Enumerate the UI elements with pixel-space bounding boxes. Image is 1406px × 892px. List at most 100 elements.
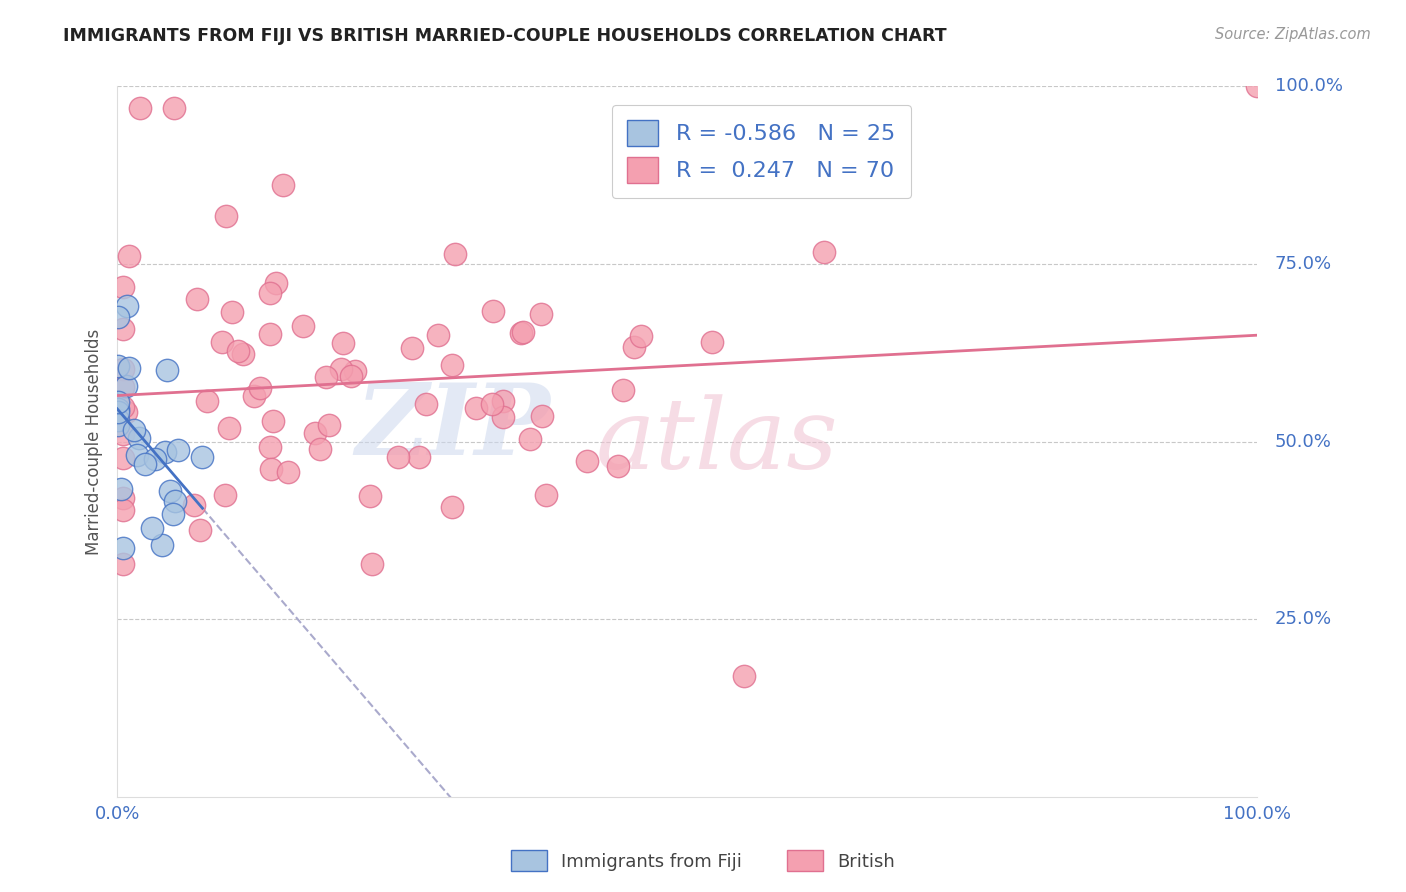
Point (481, 304, 503, 318)
Point (440, 500, 463, 514)
Point (264, 276, 287, 290)
Point (607, 459, 630, 474)
Point (464, 401, 486, 415)
Point (308, 442, 330, 456)
Point (359, 489, 381, 503)
Point (111, 380, 134, 394)
Point (531, 409, 554, 424)
Point (128, 431, 150, 445)
Point (291, 318, 314, 333)
Point (188, 524, 211, 538)
Point (191, 450, 214, 465)
Point (262, 414, 284, 428)
Point (259, 327, 281, 342)
Point (107, 359, 129, 373)
Point (733, 669, 755, 683)
Point (156, 363, 179, 377)
Point (259, 441, 281, 455)
Point (153, 445, 176, 459)
Point (150, 538, 173, 552)
Legend: Immigrants from Fiji, British: Immigrants from Fiji, British (503, 843, 903, 879)
Text: 25.0%: 25.0% (1275, 610, 1331, 629)
Point (387, 450, 409, 464)
Point (111, 450, 134, 465)
Point (118, 360, 141, 375)
Point (226, 344, 249, 359)
Point (304, 425, 326, 440)
Point (330, 362, 353, 376)
Point (630, 329, 652, 343)
Point (107, 413, 129, 427)
Point (218, 421, 240, 435)
Point (510, 326, 533, 340)
Point (127, 448, 149, 462)
Point (623, 340, 645, 354)
Point (332, 335, 354, 350)
Point (114, 378, 136, 392)
Point (576, 454, 599, 468)
Point (214, 488, 236, 502)
Point (110, 483, 132, 497)
Point (163, 494, 186, 508)
Text: 100.0%: 100.0% (1275, 78, 1343, 95)
Point (107, 402, 129, 417)
Point (315, 370, 337, 384)
Point (195, 394, 218, 409)
Text: ZIP: ZIP (356, 379, 551, 475)
Point (111, 541, 134, 556)
Point (343, 364, 366, 378)
Point (129, 101, 152, 115)
Point (242, 389, 264, 403)
Point (221, 305, 243, 319)
Point (444, 246, 467, 260)
Point (111, 401, 134, 415)
Point (111, 280, 134, 294)
Legend: R = -0.586   N = 25, R =  0.247   N = 70: R = -0.586 N = 25, R = 0.247 N = 70 (612, 104, 911, 198)
Point (534, 488, 557, 502)
Point (401, 341, 423, 355)
Point (107, 310, 129, 325)
Point (318, 417, 340, 432)
Point (107, 394, 129, 409)
Text: atlas: atlas (596, 394, 839, 490)
Point (441, 358, 464, 372)
Point (111, 503, 134, 517)
Point (134, 457, 156, 471)
Point (211, 334, 233, 349)
Point (612, 383, 634, 397)
Point (260, 462, 283, 476)
Point (813, 244, 835, 259)
Text: 50.0%: 50.0% (1275, 433, 1331, 450)
Point (111, 557, 134, 571)
Point (340, 369, 363, 384)
Point (361, 558, 384, 572)
Text: IMMIGRANTS FROM FIJI VS BRITISH MARRIED-COUPLE HOUSEHOLDS CORRELATION CHART: IMMIGRANTS FROM FIJI VS BRITISH MARRIED-… (63, 27, 946, 45)
Point (427, 328, 450, 343)
Point (249, 381, 271, 395)
Point (115, 405, 138, 419)
Point (481, 397, 503, 411)
Point (259, 286, 281, 301)
Point (162, 507, 184, 521)
Point (111, 321, 134, 335)
Point (215, 209, 238, 223)
Point (107, 405, 129, 419)
Point (408, 450, 430, 464)
Point (117, 249, 139, 263)
Point (183, 498, 205, 512)
Point (415, 397, 437, 411)
Point (163, 101, 186, 115)
Point (186, 292, 208, 306)
Point (167, 442, 190, 457)
Point (277, 465, 299, 479)
Point (107, 417, 129, 432)
Point (232, 347, 254, 361)
Point (530, 307, 553, 321)
Point (111, 362, 134, 376)
Y-axis label: Married-couple Households: Married-couple Households (86, 328, 103, 555)
Point (159, 484, 181, 499)
Point (111, 426, 134, 441)
Point (519, 432, 541, 446)
Text: Source: ZipAtlas.com: Source: ZipAtlas.com (1215, 27, 1371, 42)
Point (141, 521, 163, 535)
